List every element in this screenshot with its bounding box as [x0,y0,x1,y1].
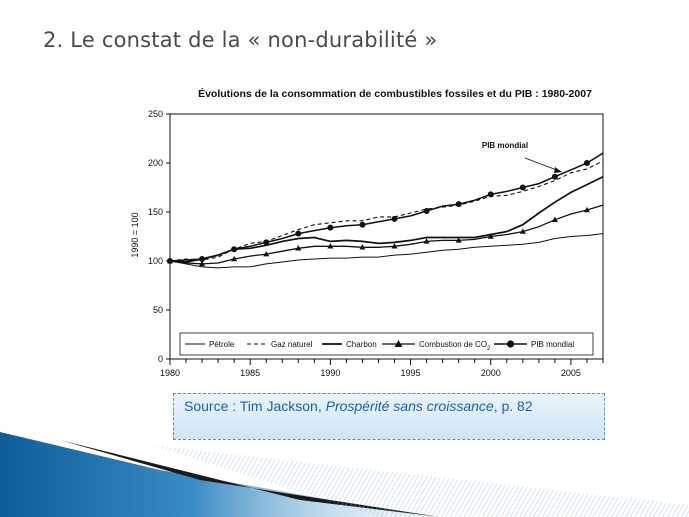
x-tick-label: 2005 [561,368,581,378]
y-tick-label: 0 [158,354,163,364]
data-point-circle [231,246,238,253]
series-line-p-trole [169,233,604,269]
data-point-circle [327,224,334,231]
series-line-pib-mondial [169,152,604,262]
data-point-triangle [583,206,590,213]
x-tick-label: 1995 [401,368,421,378]
annotation-arrowhead [554,167,562,173]
data-point-circle [583,160,590,166]
y-tick-label: 250 [148,109,163,119]
data-point-triangle [455,237,462,243]
data-point-circle [551,173,558,180]
annotation-pib-mondial: PIB mondial [482,141,528,150]
plot-frame [169,113,604,360]
series-line-combustion-de-co [169,204,604,265]
legend-label: Pétrole [209,340,235,349]
data-point-circle [487,191,494,198]
data-point-circle [295,230,302,237]
y-tick-label: 150 [148,207,163,217]
data-point-triangle [327,243,334,249]
data-point-triangle [263,250,270,257]
data-point-circle [263,239,270,246]
data-point-circle [455,201,462,208]
data-point-circle [167,258,173,264]
data-point-circle [391,215,398,222]
y-tick-label: 100 [148,256,163,266]
x-tick-label: 1985 [240,368,260,378]
data-point-circle [519,184,526,191]
data-point-triangle [295,245,302,251]
data-point-circle [423,208,430,215]
source-book-title: Prospérité sans croissance [325,398,494,414]
series-line-charbon [169,175,604,263]
series-line-gaz-naturel [169,160,604,262]
data-point-triangle [199,260,206,267]
slide-title: 2. Le constat de la « non-durabilité » [43,28,438,52]
data-point-circle [359,221,366,228]
x-tick-label: 2000 [481,368,501,378]
source-prefix: Source : Tim Jackson, [184,398,326,414]
data-point-triangle [359,244,366,250]
data-point-triangle [519,228,526,234]
y-axis-label: 1990 = 100 [130,212,140,257]
legend-label: Charbon [346,340,377,349]
legend-marker-circle [506,340,515,348]
source-citation: Source : Tim Jackson, Prospérité sans cr… [173,393,605,440]
data-point-triangle [551,216,558,223]
legend-label: Gaz naturel [271,340,313,349]
y-tick-label: 50 [153,305,163,315]
legend-marker-triangle [394,340,403,347]
source-suffix: , p. 82 [493,398,533,414]
data-point-triangle [487,233,494,239]
data-point-triangle [423,238,430,244]
x-tick-label: 1990 [320,368,340,378]
data-point-triangle [391,243,398,249]
data-point-triangle [231,255,238,262]
data-point-circle [199,256,206,263]
x-tick-label: 1980 [160,368,180,378]
y-tick-label: 200 [148,158,163,168]
legend-label: PIB mondial [531,340,574,349]
chart-title: Évolutions de la consommation de combust… [198,87,592,100]
